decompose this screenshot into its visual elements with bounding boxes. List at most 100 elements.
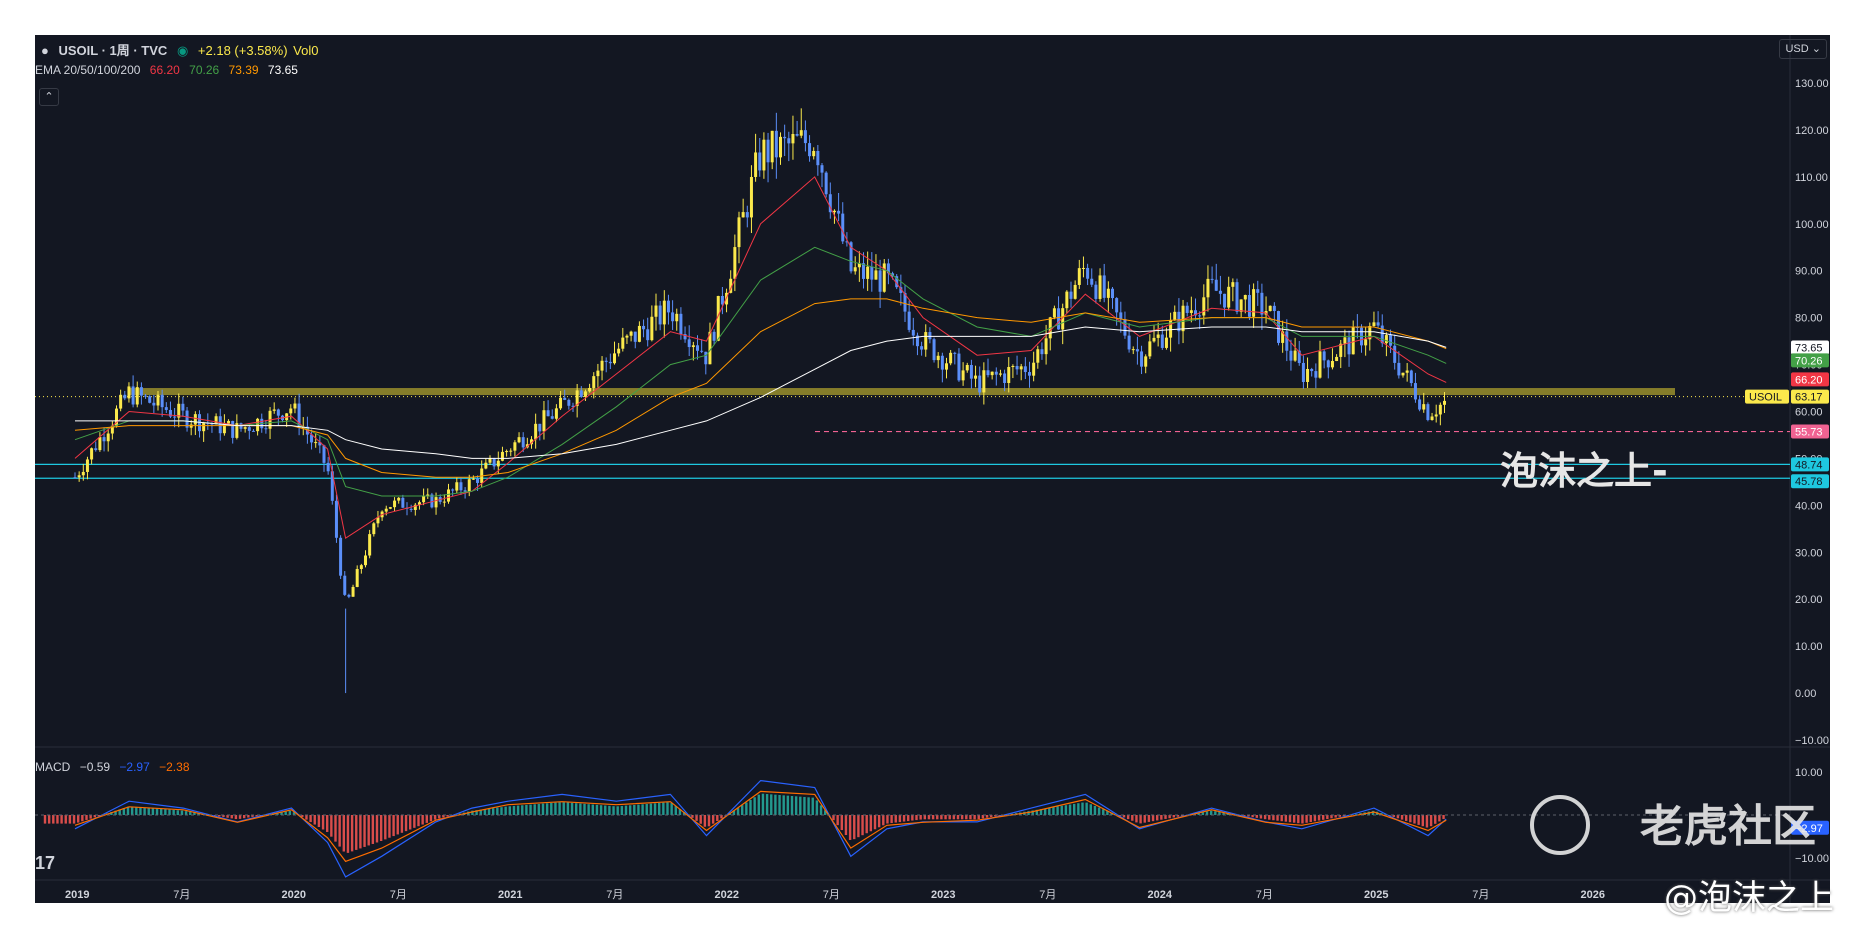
price-tick: 0.00	[1795, 688, 1816, 700]
candle-body	[181, 403, 185, 411]
candle-body	[1140, 351, 1144, 367]
candle-body	[293, 403, 297, 409]
ema200-value: 73.65	[267, 63, 298, 77]
macd-bar	[907, 815, 910, 822]
candle-body	[1023, 366, 1027, 373]
macd-bar	[118, 809, 121, 815]
candle-body	[1202, 297, 1206, 316]
macd-bar	[346, 815, 350, 853]
macd-legend[interactable]: MACD −0.59 −2.97 −2.38	[35, 760, 196, 774]
macd-bar	[521, 805, 524, 815]
candle-body	[1397, 362, 1401, 376]
candle-body	[559, 397, 563, 409]
macd-bar	[790, 795, 794, 815]
candle-body	[1040, 349, 1044, 355]
macd-bar	[1276, 815, 1279, 821]
macd-bar	[836, 815, 839, 826]
chart-frame[interactable]: 130.00120.00110.00100.0090.0080.0070.006…	[35, 35, 1830, 903]
macd-bar	[799, 796, 802, 815]
macd-bar	[720, 815, 723, 819]
macd-bar	[417, 815, 420, 827]
candle-body	[484, 462, 488, 469]
candle-body	[434, 497, 438, 508]
macd-bar	[803, 796, 806, 815]
macd-bar	[666, 802, 669, 815]
candle-body	[779, 136, 782, 158]
candle-body	[372, 523, 376, 535]
tradingview-logo[interactable]: 17	[35, 853, 56, 873]
macd-bar	[890, 815, 893, 824]
macd-bar	[566, 802, 570, 815]
candle-body	[1413, 383, 1417, 400]
price-label-bg	[1791, 424, 1829, 439]
candle-body	[704, 351, 708, 365]
macd-bar	[479, 809, 482, 815]
candle-body	[442, 501, 446, 503]
macd-bar	[288, 810, 292, 815]
candle-body	[783, 136, 787, 139]
candle-body	[1003, 373, 1007, 383]
candle-body	[845, 241, 849, 243]
candle-body	[272, 409, 276, 411]
macd-bar	[43, 815, 47, 824]
macd-bar	[1035, 809, 1039, 815]
macd-bar	[338, 815, 341, 847]
macd-bar	[1089, 804, 1092, 815]
price-tick: 100.00	[1795, 219, 1829, 231]
candle-body	[1376, 322, 1380, 326]
candle-body	[1098, 275, 1102, 299]
candle-body	[1189, 310, 1193, 313]
macd-bar	[176, 810, 179, 815]
chevron-up-icon[interactable]: ⌃	[39, 88, 59, 106]
time-tick: 7月	[173, 889, 190, 901]
ema-line-2	[74, 246, 1447, 497]
candle-body	[899, 287, 903, 293]
macd-bar	[89, 815, 92, 819]
macd-bar	[1151, 815, 1155, 822]
price-label: 63.17	[1795, 392, 1823, 404]
price-chart[interactable]: 130.00120.00110.00100.0090.0080.0070.006…	[35, 35, 1830, 903]
candle-body	[1326, 360, 1330, 368]
candle-body	[720, 295, 724, 305]
macd-bar	[85, 815, 88, 820]
macd-bar	[641, 804, 644, 815]
symbol-label[interactable]: USOIL · 1周 · TVC	[58, 43, 168, 58]
macd-bar	[844, 815, 848, 836]
candle-body	[1173, 311, 1177, 320]
macd-bar	[807, 797, 810, 815]
macd-bar	[500, 807, 503, 815]
ema-legend[interactable]: EMA 20/50/100/200 66.20 70.26 73.39 73.6…	[35, 63, 304, 77]
candle-body	[683, 334, 687, 340]
candle-body	[1073, 284, 1077, 299]
candle-body	[1227, 286, 1231, 308]
macd-bar	[97, 815, 101, 816]
candle-body	[853, 267, 857, 272]
macd-bar	[811, 797, 814, 815]
candle-body	[1198, 315, 1202, 317]
macd-bar	[649, 803, 653, 815]
candle-body	[799, 130, 803, 136]
candle-body	[426, 494, 430, 496]
macd-bar	[1259, 815, 1263, 819]
candle-body	[1252, 289, 1256, 317]
price-label: 73.65	[1795, 342, 1823, 354]
candle-body	[571, 405, 575, 407]
candle-body	[1335, 356, 1339, 362]
candle-body	[563, 397, 567, 400]
macd-bar	[1317, 815, 1321, 821]
macd-bar	[1251, 815, 1254, 818]
candle-body	[770, 130, 774, 163]
macd-bar	[1272, 815, 1275, 821]
oil-drop-icon: ●	[41, 43, 49, 58]
symbol-header[interactable]: ● USOIL · 1周 · TVC ◉ +2.18 (+3.58%) Vol0	[41, 40, 324, 59]
candle-body	[671, 312, 675, 322]
macd-bar	[969, 815, 972, 820]
macd-label: −2.97	[1795, 823, 1823, 835]
price-tick: 10.00	[1795, 641, 1823, 653]
macd-bar	[1039, 809, 1043, 815]
macd-bar	[882, 815, 885, 826]
currency-select[interactable]: USD ⌄	[1779, 39, 1827, 59]
candle-body	[451, 489, 455, 491]
macd-bar	[1048, 807, 1051, 815]
macd-bar	[334, 815, 337, 842]
